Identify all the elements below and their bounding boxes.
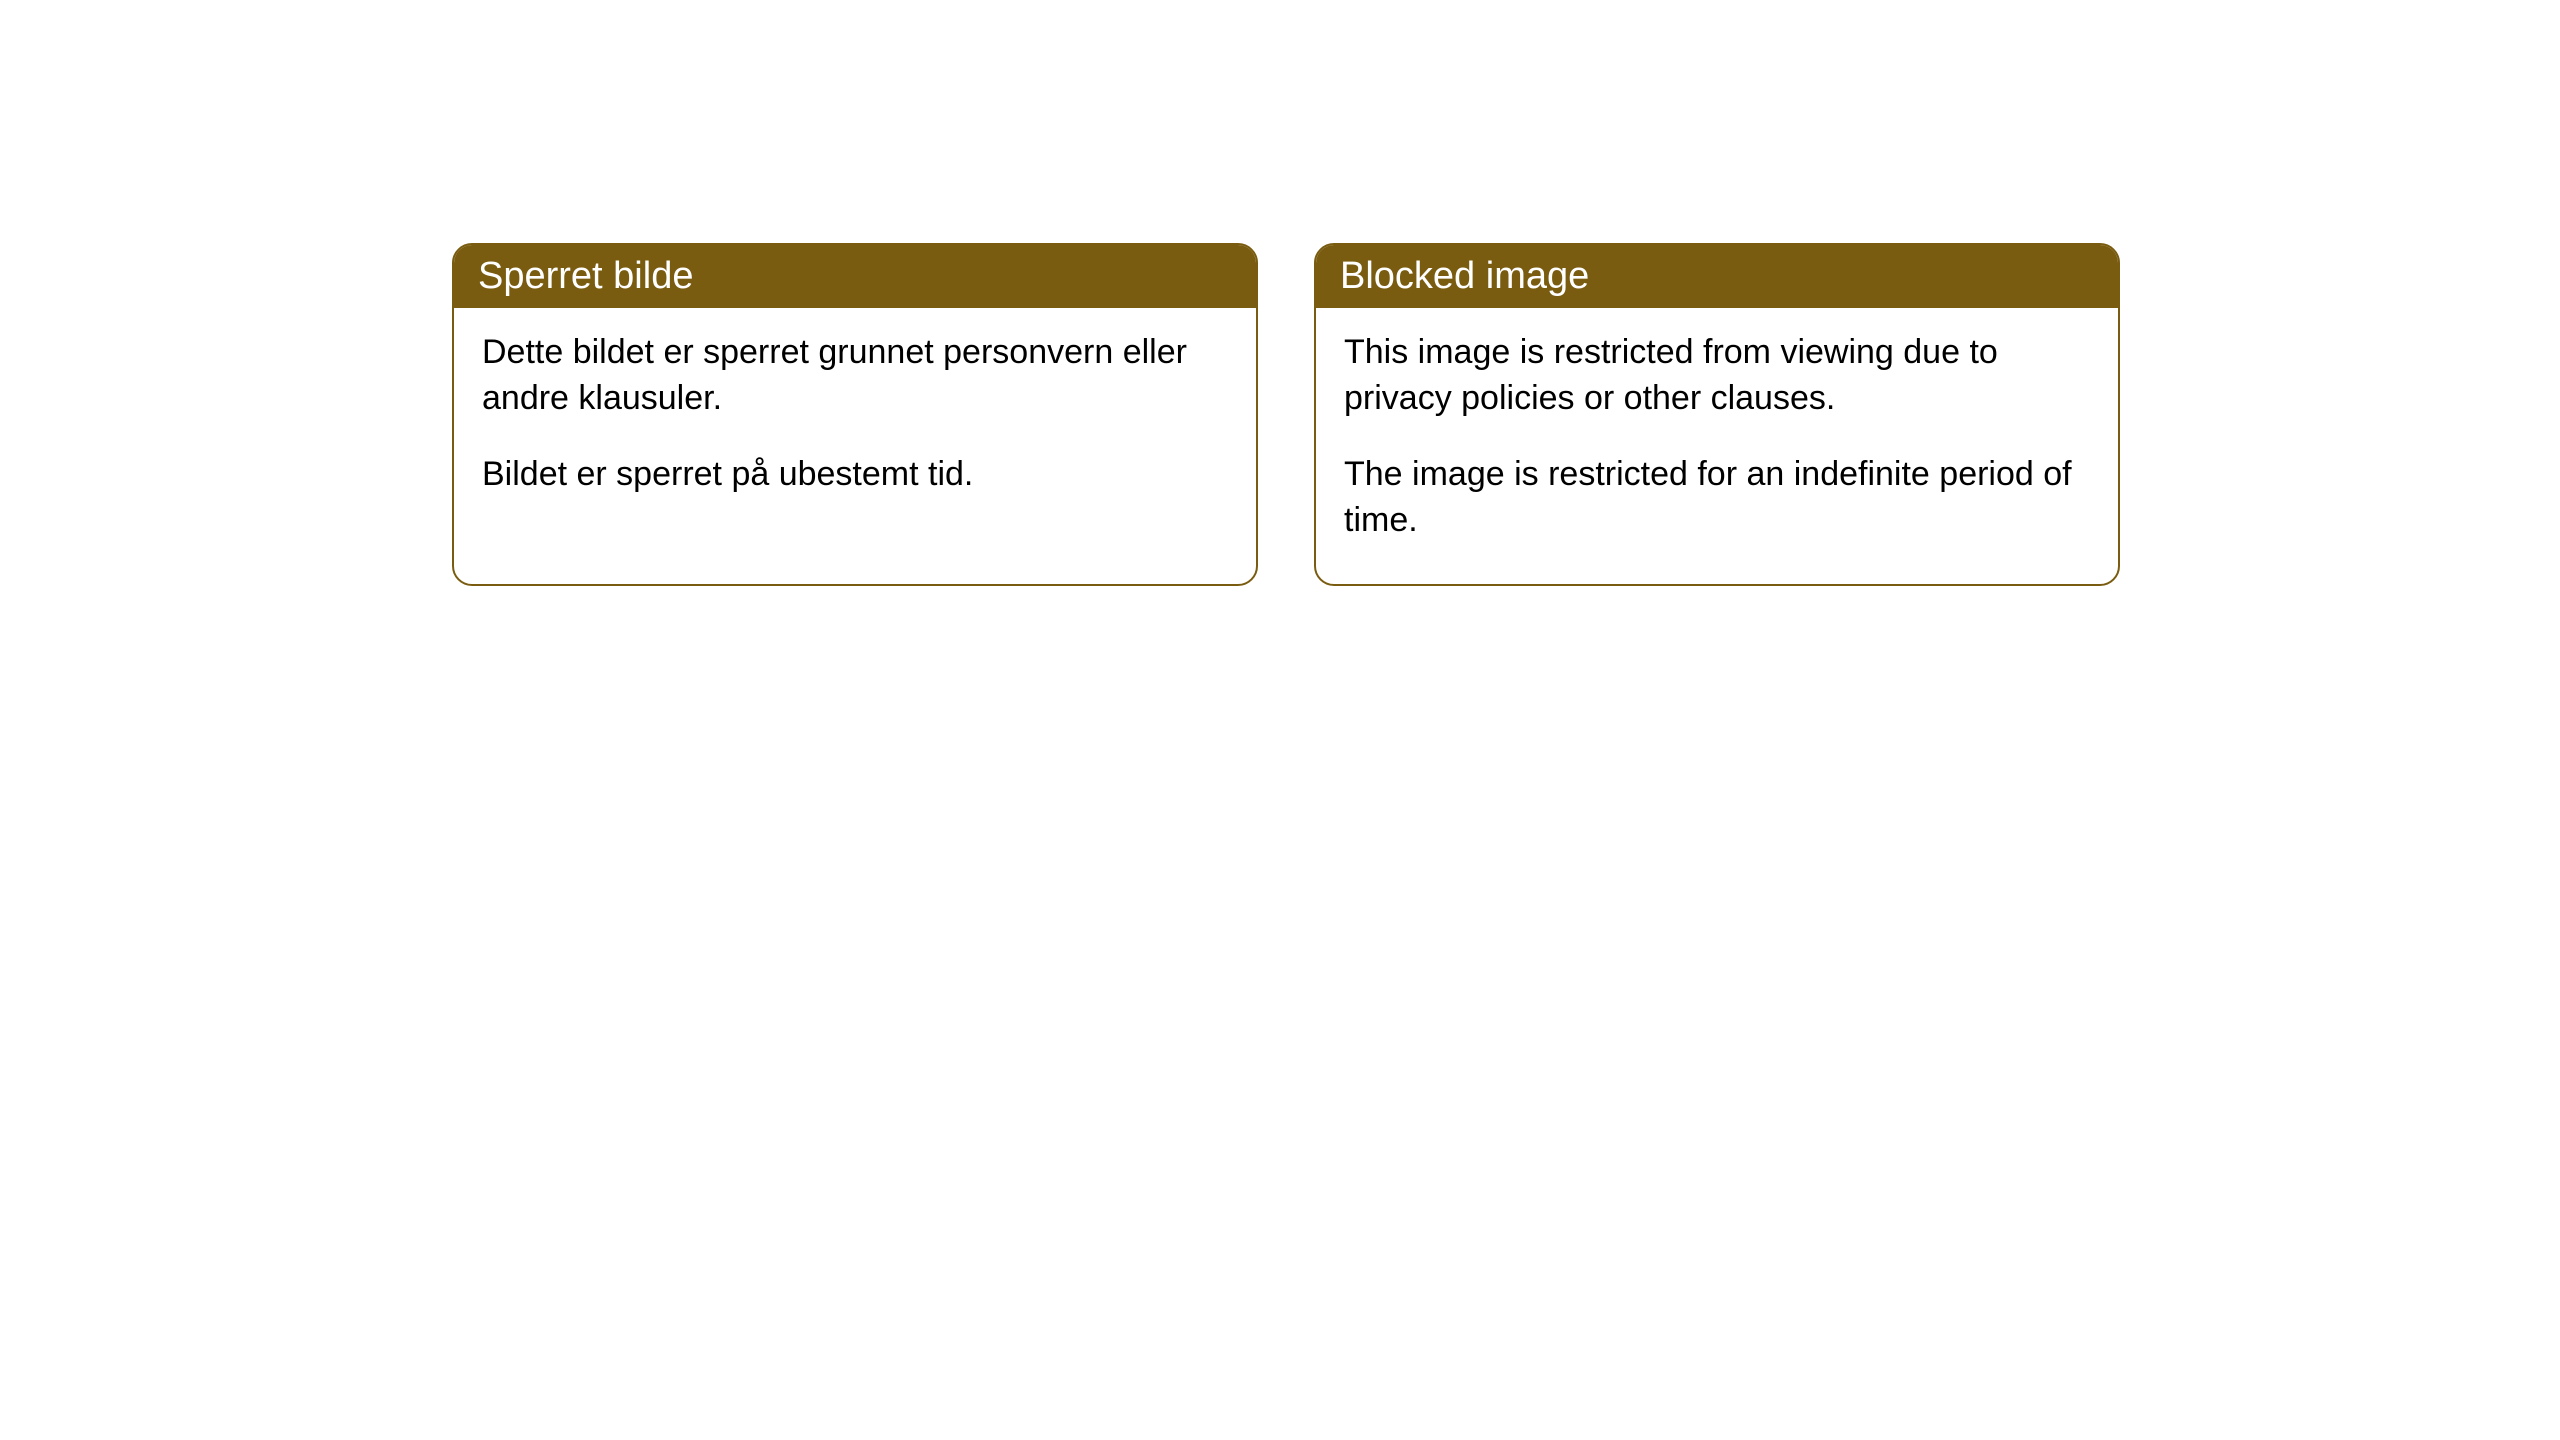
notice-card-english: Blocked image This image is restricted f… [1314,243,2120,586]
notice-card-norwegian: Sperret bilde Dette bildet er sperret gr… [452,243,1258,586]
card-title: Sperret bilde [478,255,693,297]
card-paragraph: The image is restricted for an indefinit… [1344,452,2090,544]
notice-cards-container: Sperret bilde Dette bildet er sperret gr… [452,243,2120,586]
card-header: Blocked image [1316,245,2118,308]
card-body: Dette bildet er sperret grunnet personve… [454,308,1256,538]
card-paragraph: Dette bildet er sperret grunnet personve… [482,330,1228,422]
card-paragraph: This image is restricted from viewing du… [1344,330,2090,422]
card-header: Sperret bilde [454,245,1256,308]
card-body: This image is restricted from viewing du… [1316,308,2118,584]
card-title: Blocked image [1340,255,1589,297]
card-paragraph: Bildet er sperret på ubestemt tid. [482,452,1228,498]
